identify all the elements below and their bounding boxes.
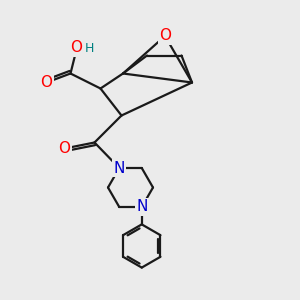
- Text: O: O: [159, 28, 171, 44]
- Text: N: N: [136, 200, 147, 214]
- Text: N: N: [114, 160, 125, 175]
- Text: H: H: [84, 41, 94, 55]
- Text: O: O: [40, 75, 52, 90]
- Text: O: O: [58, 141, 70, 156]
- Text: O: O: [70, 40, 83, 56]
